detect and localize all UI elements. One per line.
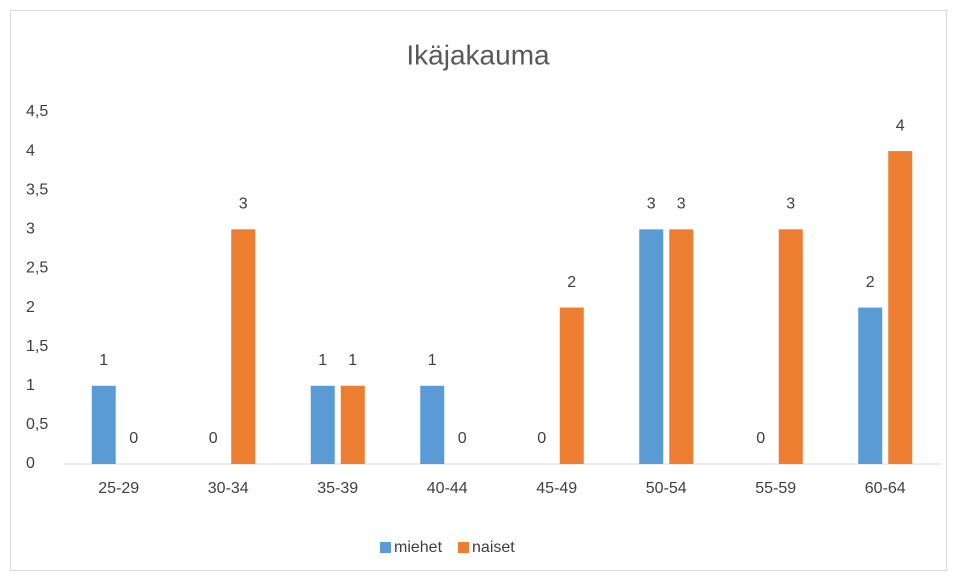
legend-label: miehet bbox=[394, 539, 443, 556]
data-label: 1 bbox=[99, 352, 108, 369]
data-label: 0 bbox=[756, 430, 765, 447]
legend-swatch bbox=[380, 542, 391, 553]
y-tick-label: 3 bbox=[26, 221, 35, 238]
chart-title: Ikäjakauma bbox=[406, 39, 550, 70]
bar bbox=[639, 229, 664, 464]
y-tick-label: 4 bbox=[26, 142, 35, 159]
y-tick-label: 2 bbox=[26, 299, 35, 316]
bar bbox=[310, 385, 335, 464]
bar bbox=[858, 307, 883, 464]
data-label: 0 bbox=[129, 430, 138, 447]
data-label: 1 bbox=[318, 352, 327, 369]
x-tick-label: 50-54 bbox=[646, 480, 687, 497]
data-label: 0 bbox=[458, 430, 467, 447]
data-label: 3 bbox=[647, 196, 656, 213]
y-tick-label: 3,5 bbox=[26, 181, 48, 198]
legend-label: naiset bbox=[472, 539, 515, 556]
data-label: 4 bbox=[896, 117, 905, 134]
y-tick-label: 4,5 bbox=[26, 103, 48, 120]
bar bbox=[888, 151, 913, 464]
bar bbox=[231, 229, 256, 464]
data-label: 2 bbox=[567, 274, 576, 291]
y-tick-label: 1,5 bbox=[26, 338, 48, 355]
data-label: 3 bbox=[786, 196, 795, 213]
legend-swatch bbox=[458, 542, 470, 553]
bar bbox=[420, 385, 445, 464]
bar bbox=[91, 385, 116, 464]
data-label: 3 bbox=[239, 196, 248, 213]
data-label: 2 bbox=[866, 274, 875, 291]
y-tick-label: 0,5 bbox=[26, 416, 48, 433]
data-label: 3 bbox=[677, 196, 686, 213]
x-tick-label: 35-39 bbox=[317, 480, 358, 497]
data-label: 1 bbox=[348, 352, 357, 369]
bar bbox=[340, 385, 365, 464]
y-tick-label: 2,5 bbox=[26, 260, 48, 277]
x-tick-label: 30-34 bbox=[208, 480, 249, 497]
y-tick-label: 0 bbox=[26, 455, 35, 472]
chart-frame bbox=[10, 10, 947, 571]
x-tick-label: 55-59 bbox=[755, 480, 796, 497]
data-label: 1 bbox=[428, 352, 437, 369]
x-tick-label: 40-44 bbox=[427, 480, 468, 497]
bar bbox=[669, 229, 694, 464]
bar bbox=[559, 307, 584, 464]
data-label: 0 bbox=[537, 430, 546, 447]
data-label: 0 bbox=[209, 430, 218, 447]
x-tick-label: 45-49 bbox=[536, 480, 577, 497]
x-tick-label: 25-29 bbox=[98, 480, 139, 497]
x-tick-label: 60-64 bbox=[865, 480, 906, 497]
bar bbox=[778, 229, 803, 464]
y-tick-label: 1 bbox=[26, 377, 35, 394]
